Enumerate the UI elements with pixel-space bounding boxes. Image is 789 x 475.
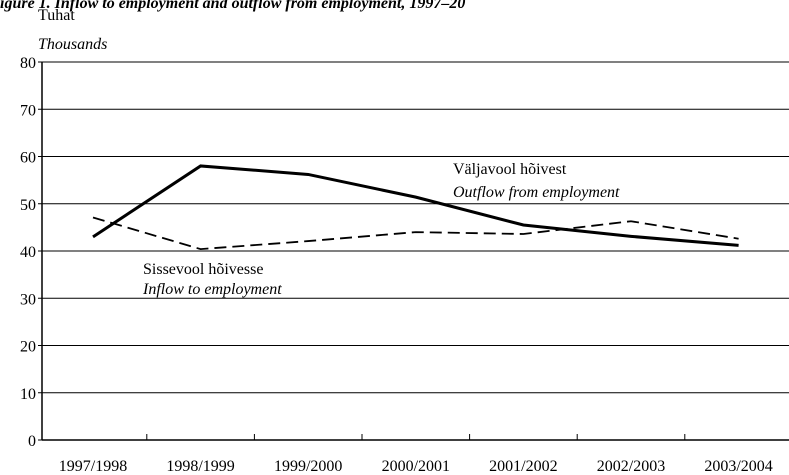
- x-tick-label: 1998/1999: [166, 458, 234, 475]
- series-line: [92, 216, 739, 251]
- x-tick-label: 2002/2003: [597, 458, 665, 475]
- series-line: [92, 164, 739, 247]
- y-tick-label: 80: [20, 55, 36, 72]
- y-tick-label: 30: [20, 291, 36, 308]
- series-label-en: Inflow to employment: [142, 281, 282, 298]
- y-tick-label: 60: [20, 150, 36, 167]
- y-tick-label: 40: [20, 244, 36, 261]
- y-tick-label: 0: [28, 433, 36, 450]
- y-tick-label: 50: [20, 197, 36, 214]
- x-tick-label: 2001/2002: [489, 458, 557, 475]
- series-label-en: Outflow from employment: [453, 184, 620, 201]
- x-tick-label: 1999/2000: [274, 458, 342, 475]
- y-axis-label-en: Thousands: [38, 36, 107, 53]
- y-tick-label: 20: [20, 339, 36, 356]
- series-label: Sissevool hõivesse: [143, 261, 263, 278]
- chart-title: igure 1. Inflow to employment and outflo…: [0, 0, 465, 12]
- x-tick-label: 2000/2001: [382, 458, 450, 475]
- x-tick-label: 2003/2004: [704, 458, 772, 475]
- y-tick-label: 70: [20, 102, 36, 119]
- y-axis-label: Tuhat: [38, 7, 75, 24]
- series-label: Väljavool hõivest: [453, 161, 567, 178]
- x-tick-label: 1997/1998: [59, 458, 127, 475]
- y-tick-label: 10: [20, 386, 36, 403]
